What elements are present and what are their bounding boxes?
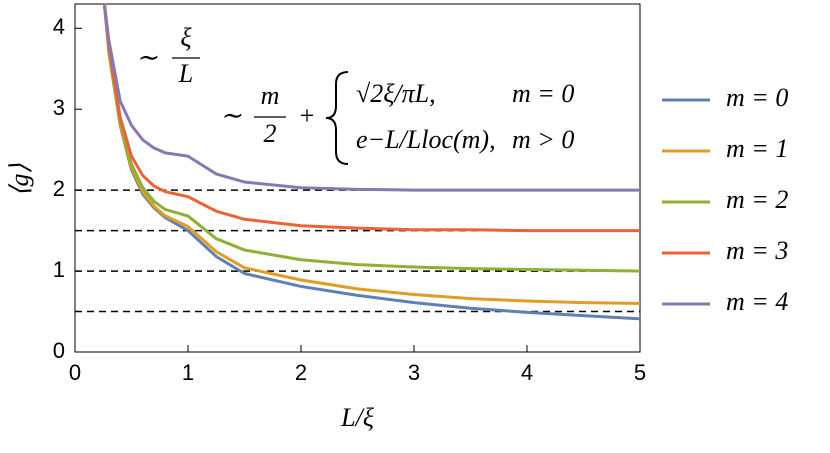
legend-label: m = 2 bbox=[726, 185, 788, 214]
x-tick-label: 4 bbox=[521, 360, 533, 385]
annotation: e−L/Lloc(m), bbox=[356, 125, 496, 154]
x-tick-label: 0 bbox=[69, 360, 81, 385]
x-tick-label: 3 bbox=[408, 360, 420, 385]
y-axis-label: ⟨g⟩ bbox=[5, 163, 34, 196]
annotation: ξ bbox=[180, 23, 192, 52]
annotation: + bbox=[298, 101, 316, 130]
x-axis-label: L/ξ bbox=[340, 403, 375, 432]
legend-label: m = 0 bbox=[726, 83, 788, 112]
legend-label: m = 4 bbox=[726, 287, 788, 316]
brace bbox=[325, 71, 349, 165]
y-tick-label: 4 bbox=[53, 14, 65, 39]
y-tick-label: 1 bbox=[53, 257, 65, 282]
annotation: L bbox=[178, 59, 193, 88]
series-line bbox=[102, 3, 640, 192]
annotation: ∼ bbox=[220, 101, 242, 130]
annotation: 2 bbox=[264, 119, 277, 148]
x-tick-label: 1 bbox=[182, 360, 194, 385]
annotation: m = 0 bbox=[512, 79, 574, 108]
legend-label: m = 3 bbox=[726, 236, 788, 265]
y-tick-label: 0 bbox=[53, 338, 65, 363]
y-tick-label: 3 bbox=[53, 95, 65, 120]
annotation: m bbox=[261, 81, 280, 110]
x-tick-label: 5 bbox=[634, 360, 646, 385]
annotation: m > 0 bbox=[512, 125, 574, 154]
y-tick-label: 2 bbox=[53, 176, 65, 201]
series-line bbox=[102, 3, 641, 273]
annotation: √2ξ/πL, bbox=[356, 79, 436, 108]
series-line bbox=[102, 3, 640, 233]
annotation: ∼ bbox=[136, 43, 158, 72]
legend-label: m = 1 bbox=[726, 134, 788, 163]
plot-frame bbox=[74, 3, 641, 353]
x-tick-label: 2 bbox=[295, 360, 307, 385]
